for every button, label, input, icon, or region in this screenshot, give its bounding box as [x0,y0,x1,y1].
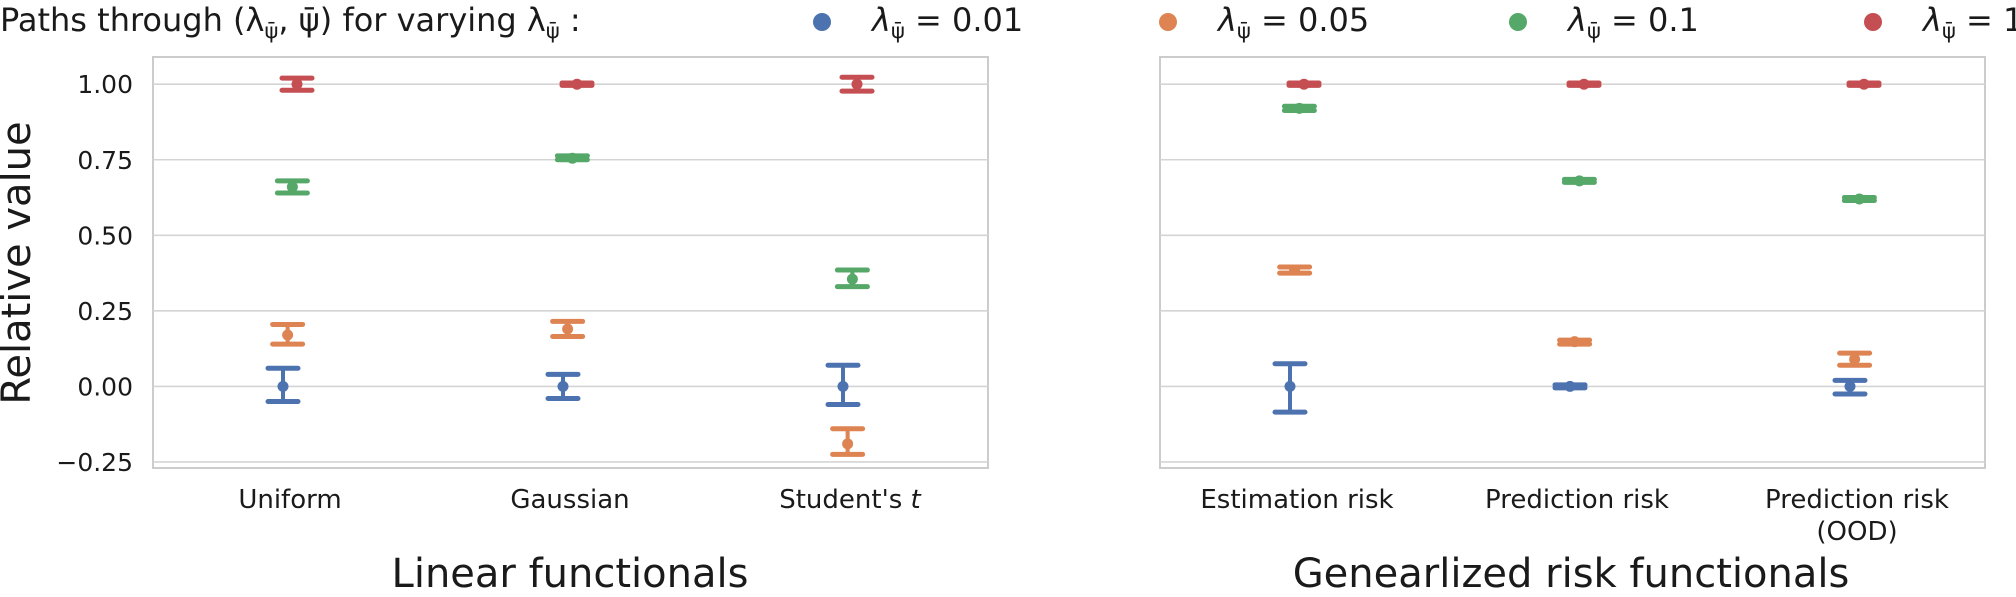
data-point [1289,264,1301,276]
legend-label: λψ̄ = 0.05 [1216,1,1369,43]
error-bar [1557,336,1593,348]
data-point [1293,102,1305,114]
data-point [1858,78,1870,90]
data-point [277,380,289,392]
legend-label: λψ̄ = 0.01 [870,1,1023,43]
data-point [851,78,863,90]
legend-marker [1159,13,1177,31]
legend-marker [813,13,831,31]
legend-item: λψ̄ = 0.1 [1509,1,1699,43]
legend-marker [1509,13,1527,31]
data-point [1564,380,1576,392]
x-tick-label: Prediction risk [1765,485,1949,515]
data-point [1573,175,1585,187]
legend-title: Paths through (λψ̄, ψ̄) for varying λψ̄ … [0,1,581,43]
header: Paths through (λψ̄, ψ̄) for varying λψ̄ … [0,1,2016,43]
plot-frame [1159,56,1986,469]
y-tick-label: 0.75 [77,146,133,175]
series-3 [274,152,870,290]
y-tick-label: 1.00 [77,70,133,99]
x-tick-label: Student's t [779,485,921,515]
data-point [842,438,854,450]
error-bar [559,78,595,90]
data-point [286,181,298,193]
error-bar [834,267,870,290]
error-bar [839,74,875,94]
data-point [1578,78,1590,90]
error-bar [270,321,306,347]
y-tick-label: 0.25 [77,297,133,326]
error-bar [545,371,581,401]
data-point [837,380,849,392]
series-3 [1281,102,1877,205]
data-point [282,329,294,341]
data-point [1284,380,1296,392]
error-bar [1846,78,1882,90]
legend-label: λψ̄ = 1 [1921,1,2016,43]
error-bar [825,362,861,408]
plot-frame [152,56,989,469]
data-point [291,78,303,90]
panel-2: Estimation risk Prediction risk Prediction… [1159,56,1986,597]
legend-item: λψ̄ = 0.05 [1159,1,1369,43]
data-point [1844,380,1856,392]
series-1 [1272,361,1868,415]
legend-item: λψ̄ = 1 [1864,1,2016,43]
error-bar [1832,377,1868,397]
y-axis-label: Relative value [0,121,40,404]
series-4 [1286,78,1882,90]
data-point [1569,336,1581,348]
error-bar [1561,175,1597,187]
series-4 [279,74,875,94]
series-2 [270,318,866,457]
error-bar [1286,78,1322,90]
panel-1: −0.25 0.00 0.25 0.50 0.75 1.00 Relative value U… [0,56,989,597]
legend-marker [1864,13,1882,31]
error-bar [554,152,590,164]
error-bar [265,365,301,405]
error-bar [550,318,586,340]
data-point [557,380,569,392]
data-point [846,273,858,285]
data-point [566,152,578,164]
x-tick-label: Estimation risk [1200,485,1393,515]
data-point [571,78,583,90]
error-bar [274,178,310,196]
data-point [562,323,574,335]
error-bar [1281,102,1317,114]
legend-label: λψ̄ = 0.1 [1566,1,1699,43]
series-2 [1277,264,1873,368]
error-bar [830,426,866,457]
y-tick-label: −0.25 [56,448,133,477]
panels: −0.25 0.00 0.25 0.50 0.75 1.00 Relative value U… [0,56,1986,597]
series-1 [265,362,861,408]
error-bar [1272,361,1308,415]
error-bar [1837,350,1873,368]
error-bar [1841,193,1877,205]
x-tick-label: Prediction risk [1485,485,1669,515]
data-point [1853,193,1865,205]
error-bar [279,75,315,93]
error-bar [1566,78,1602,90]
y-tick-label: 0.50 [77,221,133,250]
data-point [1298,78,1310,90]
legend-item: λψ̄ = 0.01 [813,1,1023,43]
error-bar [1277,264,1313,276]
data-point [1849,353,1861,365]
panel-title: Genearlized risk functionals [1293,551,1850,593]
x-tick-label-line2: (OOD) [1816,517,1897,547]
y-tick-label: 0.00 [77,372,133,401]
x-tick-label: Uniform [238,485,341,515]
panel-title: Linear functionals [392,551,749,593]
error-bar [1552,380,1588,392]
x-tick-label: Gaussian [510,485,629,515]
